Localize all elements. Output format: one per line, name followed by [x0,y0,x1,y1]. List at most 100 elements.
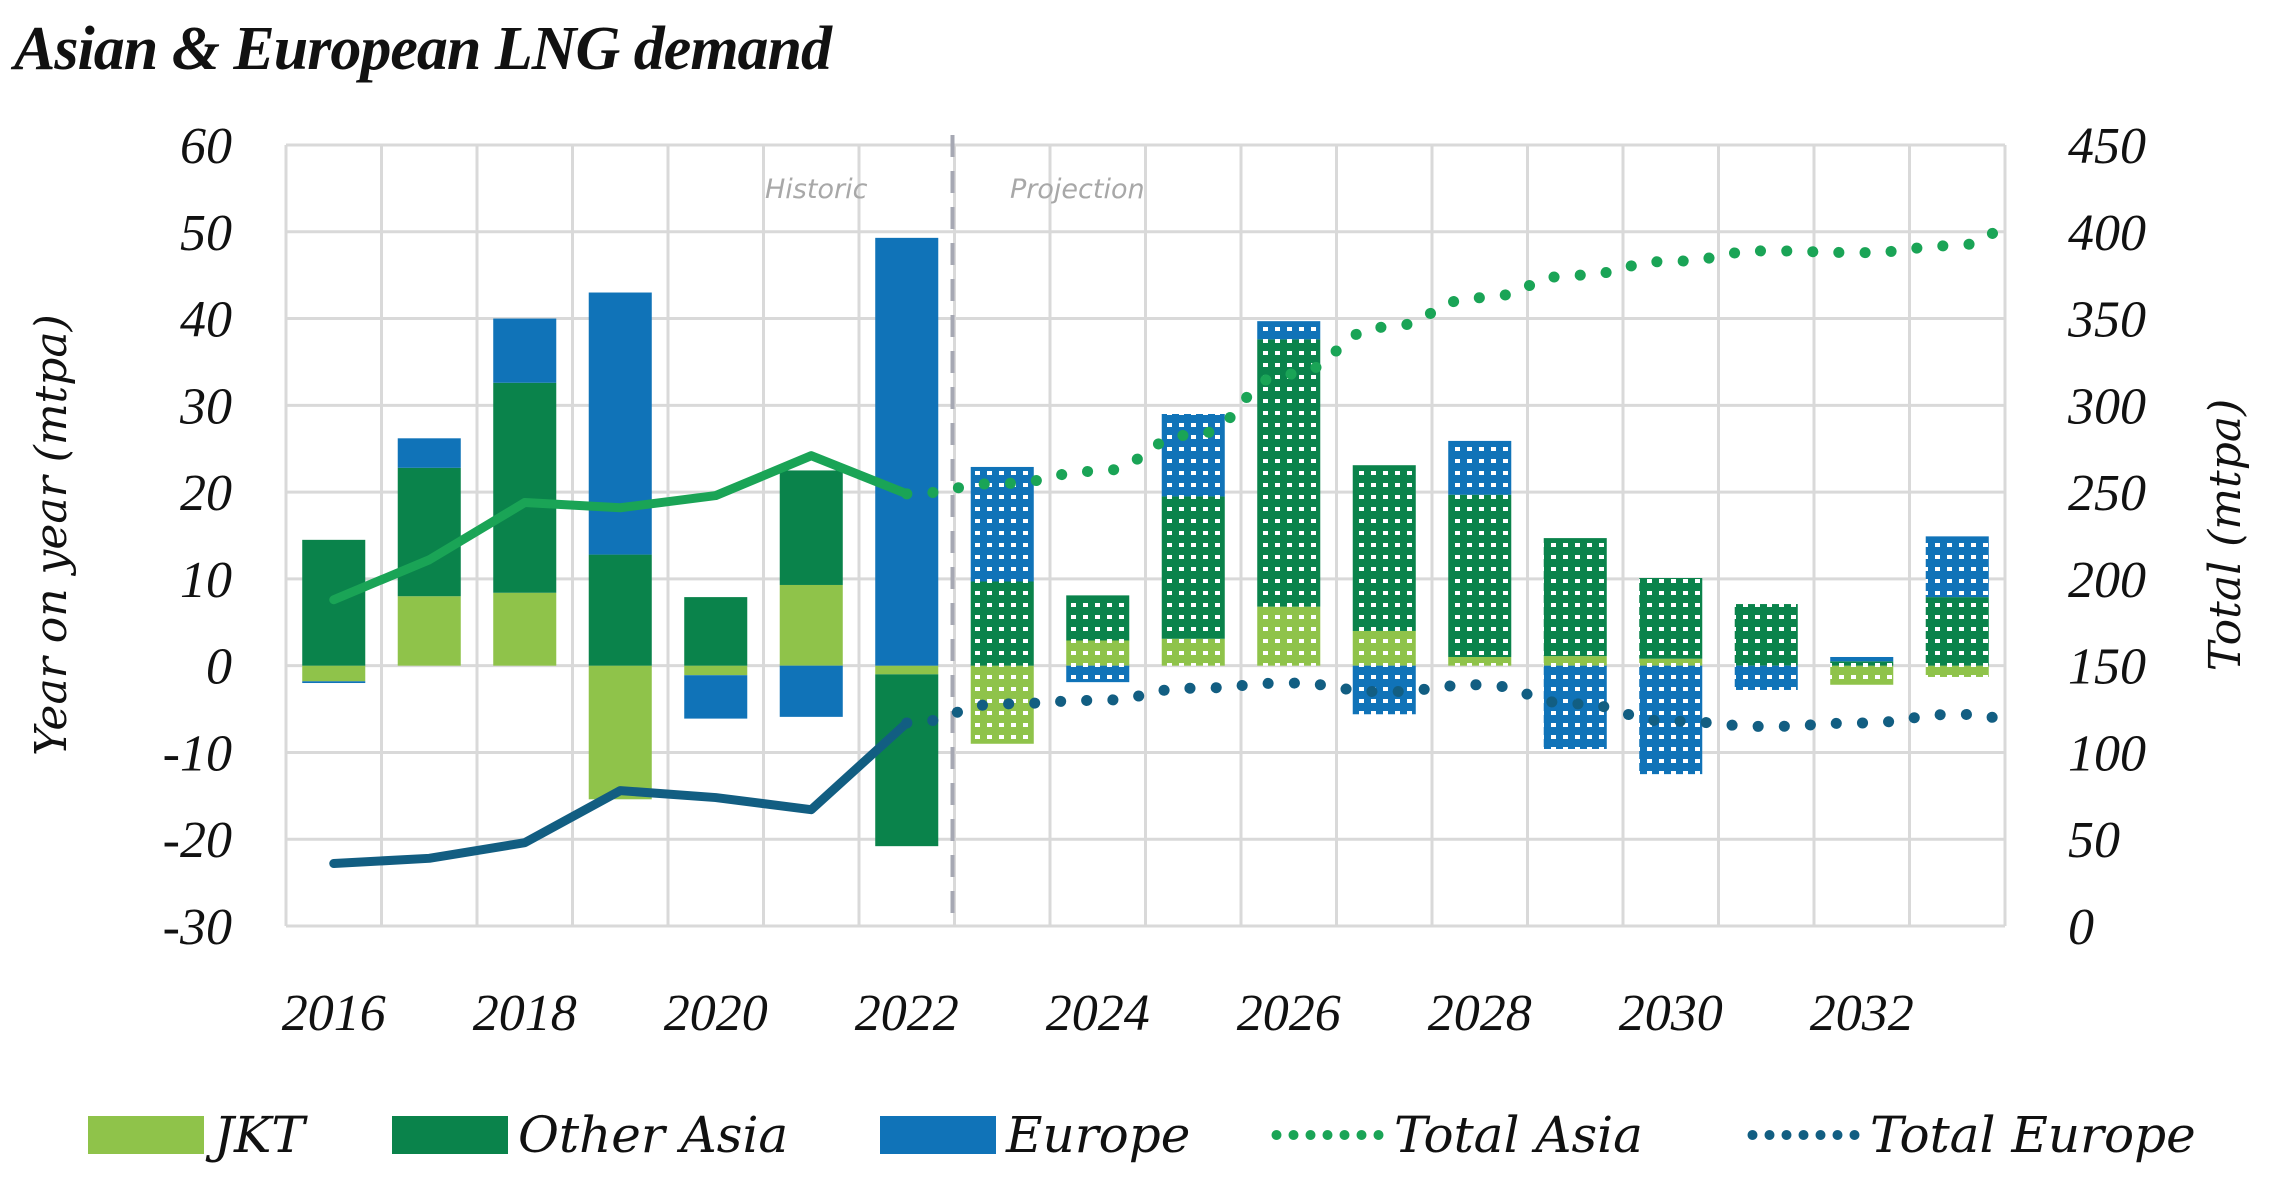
y-axis-left-ticks: -30 -20 -10 0 10 20 30 40 50 60 [163,118,232,956]
bar-jkt-2016 [302,665,366,682]
y-tick-label: 20 [180,465,232,522]
bar-europe-2033 [1925,536,1989,598]
legend: JKT Other Asia Europe Total Asia Total Europ… [0,1100,2276,1170]
y2-tick-label: 300 [2067,378,2146,435]
x-tick-label: 2022 [855,985,959,1042]
legend-swatch-jkt [88,1116,204,1154]
y-tick-label: 30 [179,378,232,435]
bar-jkt-2032 [1830,665,1894,685]
bar-jkt-2033 [1925,665,1989,677]
bar-jkt-2024 [1066,640,1130,666]
bar-other-asia-2022 [875,674,939,847]
bar-europe-2031 [1734,665,1798,690]
legend-item-total-asia: Total Asia [1268,1100,1643,1170]
bar-other-asia-2018 [493,382,557,593]
bar-europe-2016 [302,681,366,684]
bar-other-asia-2017 [397,467,461,597]
bar-jkt-2018 [493,592,557,666]
x-tick-label: 2028 [1428,985,1532,1042]
legend-swatch-other-asia [392,1116,508,1154]
y-tick-label: 10 [180,552,232,609]
y-tick-label: -10 [163,725,232,782]
bar-europe-2018 [493,318,557,383]
x-tick-label: 2018 [473,985,577,1042]
y-axis-left-label: Year on year (mtpa) [26,314,77,756]
line-total-asia-historic [329,451,912,605]
bar-europe-2032 [1830,656,1894,662]
legend-item-other-asia: Other Asia [392,1100,788,1170]
bar-other-asia-2029 [1543,538,1607,657]
legend-label: Total Europe [1870,1106,2196,1164]
bar-europe-2025 [1161,414,1225,497]
bar-other-asia-2025 [1161,496,1225,639]
x-tick-label: 2030 [1619,985,1723,1042]
y-tick-label: -30 [163,899,232,956]
x-tick-label: 2020 [664,985,768,1042]
bar-europe-2021 [779,665,843,717]
line-total-europe-projection [901,677,2011,732]
bar-other-asia-2031 [1734,604,1798,666]
y2-tick-label: 450 [2068,118,2146,175]
y-tick-label: 40 [180,292,232,349]
y-tick-label: 60 [180,118,232,175]
bar-europe-2022 [875,237,939,666]
y-axis-right-ticks: 0 50 100 150 200 250 300 350 400 450 [2067,118,2146,956]
bar-europe-2019 [588,292,652,555]
bar-europe-2024 [1066,665,1130,683]
legend-label: Other Asia [518,1106,789,1164]
legend-label: Total Asia [1394,1106,1643,1164]
legend-item-total-europe: Total Europe [1744,1100,2196,1170]
legend-label: JKT [214,1106,305,1164]
annotation-historic: Historic [765,174,868,205]
annotation-projection: Projection [1010,174,1145,205]
line-total-europe-historic [329,718,912,869]
bar-other-asia-2024 [1066,595,1130,641]
x-tick-label: 2026 [1237,985,1341,1042]
legend-dotted-line-total-asia [1268,1129,1384,1141]
bar-europe-2027 [1352,665,1416,715]
bar-other-asia-2023 [970,581,1034,666]
y-axis-right-label: Total (mtpa) [2200,399,2251,672]
legend-dotted-line-total-europe [1744,1129,1860,1141]
grid [284,143,2007,928]
bar-jkt-2021 [779,584,843,666]
y2-tick-label: 350 [2067,292,2146,349]
bar-jkt-2025 [1161,638,1225,666]
bar-europe-2028 [1448,440,1512,495]
bar-jkt-2029 [1543,656,1607,666]
bar-jkt-2026 [1257,606,1321,666]
y2-tick-label: 50 [2068,812,2120,869]
bar-other-asia-2033 [1925,597,1989,666]
bar-jkt-2022 [875,665,939,675]
y2-tick-label: 100 [2068,725,2146,782]
bar-jkt-2028 [1448,656,1512,666]
bar-europe-2026 [1257,321,1321,340]
bar-jkt-2017 [397,596,461,666]
y2-tick-label: 400 [2068,205,2146,262]
y-tick-label: 0 [206,639,232,696]
y-tick-label: -20 [163,812,232,869]
x-tick-label: 2016 [282,985,386,1042]
bar-other-asia-2028 [1448,494,1512,657]
lines [329,226,2011,869]
bar-other-asia-2030 [1639,578,1703,659]
bar-jkt-2027 [1352,630,1416,666]
bar-other-asia-2032 [1830,661,1894,666]
bar-jkt-2020 [684,665,748,676]
y-tick-label: 50 [180,205,232,262]
bar-europe-2017 [397,438,461,468]
chart-title: Asian & European LNG demand [14,15,832,83]
y2-tick-label: 250 [2068,465,2146,522]
x-axis-ticks: 2016 2018 2020 2022 2024 2026 2028 2030 2032 [282,985,1914,1042]
bar-other-asia-2021 [779,470,843,585]
legend-item-jkt: JKT [88,1100,305,1170]
line-total-asia-projection [901,226,2011,500]
bar-europe-2020 [684,675,748,719]
y2-tick-label: 0 [2068,899,2094,956]
legend-swatch-europe [880,1116,996,1154]
x-tick-label: 2024 [1046,985,1150,1042]
bar-jkt-2019 [588,665,652,800]
bar-other-asia-2027 [1352,465,1416,631]
bars [302,237,1989,847]
